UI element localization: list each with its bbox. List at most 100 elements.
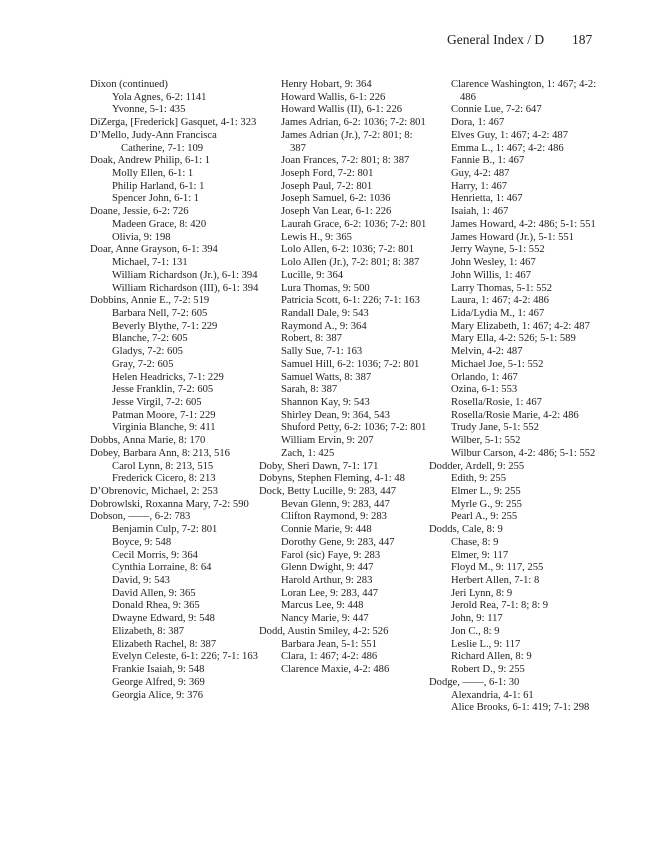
index-subentry: Richard Allen, 8: 9 <box>451 651 532 663</box>
index-subentry: Gray, 7-2: 605 <box>112 358 174 370</box>
index-subentry: Alexandria, 4-1: 61 <box>451 689 534 701</box>
index-subentry: Dorothy Gene, 9: 283, 447 <box>281 536 395 548</box>
index-subentry: Melvin, 4-2: 487 <box>451 346 523 358</box>
index-subentry: Cynthia Lorraine, 8: 64 <box>112 562 212 574</box>
index-subentry: Howard Wallis (II), 6-1: 226 <box>281 104 403 116</box>
index-subentry: Connie Lue, 7-2: 647 <box>451 104 542 116</box>
index-subentry: John Willis, 1: 467 <box>451 269 532 281</box>
index-entry: Dobyns, Stephen Fleming, 4-1: 48 <box>259 473 405 485</box>
index-entry: DiZerga, [Frederick] Gasquet, 4-1: 323 <box>90 117 257 129</box>
index-subentry: Sarah, 8: 387 <box>281 384 338 396</box>
index-subentry: Larry Thomas, 5-1: 552 <box>451 282 553 294</box>
index-subentry: Jerry Wayne, 5-1: 552 <box>451 244 545 256</box>
index-subentry: Isaiah, 1: 467 <box>451 206 509 218</box>
index-subentry: James Adrian, 6-2: 1036; 7-2: 801 <box>281 117 426 129</box>
index-column-1: Dixon (continued) Yola Agnes, 6-2: 1141 Yv… <box>90 79 262 702</box>
index-subentry: Michael, 7-1: 131 <box>112 257 188 269</box>
index-subentry: Dwayne Edward, 9: 548 <box>112 613 215 625</box>
index-entry: Dobbs, Anna Marie, 8: 170 <box>90 435 206 447</box>
index-subentry: Wilber, 5-1: 552 <box>451 435 521 447</box>
index-entry: Doby, Sheri Dawn, 7-1: 171 <box>259 460 379 472</box>
index-subentry: Loran Lee, 9: 283, 447 <box>281 587 379 599</box>
index-subentry: Carol Lynn, 8: 213, 515 <box>112 460 214 472</box>
index-subentry: Zach, 1: 425 <box>281 447 335 459</box>
index-subentry: Laura, 1: 467; 4-2: 486 <box>451 295 549 307</box>
index-entry: Dixon (continued) <box>90 79 168 90</box>
index-subentry: Lolo Allen (Jr.), 7-2: 801; 8: 387 <box>281 257 420 269</box>
index-subentry: Rosella/Rosie, 1: 467 <box>451 396 542 408</box>
index-subentry: Elizabeth Rachel, 8: 387 <box>112 638 217 650</box>
index-subentry: Beverly Blythe, 7-1: 229 <box>112 320 218 332</box>
index-subentry: Clifton Raymond, 9: 283 <box>281 511 387 523</box>
index-subentry: David Allen, 9: 365 <box>112 587 196 599</box>
index-subentry: Shirley Dean, 9: 364, 543 <box>281 409 390 421</box>
index-subentry: Elmer L., 9: 255 <box>451 486 521 497</box>
index-subentry: Jesse Virgil, 7-2: 605 <box>112 396 202 408</box>
index-subentry: Henrietta, 1: 467 <box>451 193 523 205</box>
index-subentry: Lolo Allen, 6-2: 1036; 7-2: 801 <box>281 244 415 256</box>
index-subentry: Elves Guy, 1: 467; 4-2: 487 <box>451 129 569 141</box>
index-subentry: Howard Wallis, 6-1: 226 <box>281 91 386 103</box>
index-entry: Dodd, Austin Smiley, 4-2: 526 <box>259 625 389 637</box>
index-subentry: Virginia Blanche, 9: 411 <box>112 422 216 434</box>
index-subentry: Joseph Van Lear, 6-1: 226 <box>281 206 392 218</box>
index-subentry: Randall Dale, 9: 543 <box>281 307 369 319</box>
index-subentry: Jesse Franklin, 7-2: 605 <box>112 384 214 396</box>
index-subentry: Guy, 4-2: 487 <box>451 168 510 180</box>
index-column-2: Henry Hobart, 9: 364 Howard Wallis, 6-1: … <box>259 79 431 677</box>
index-entry: Dodge, ——, 6-1: 30 <box>429 676 520 688</box>
index-entry: Doak, Andrew Philip, 6-1: 1 <box>90 155 211 167</box>
index-subentry: Spencer John, 6-1: 1 <box>112 193 200 205</box>
running-header-title: General Index / D <box>447 32 545 47</box>
index-subentry: Lida/Lydia M., 1: 467 <box>451 307 545 319</box>
index-entry: Dobrowlski, Roxanna Mary, 7-2: 590 <box>90 498 249 510</box>
index-subentry: Cecil Morris, 9: 364 <box>112 549 198 561</box>
index-subentry: Molly Ellen, 6-1: 1 <box>112 168 194 180</box>
index-subentry: Robert D., 9: 255 <box>451 664 525 676</box>
index-subentry: Barbara Nell, 7-2: 605 <box>112 307 208 319</box>
index-subentry: Harry, 1: 467 <box>451 180 508 192</box>
index-subentry: Lucille, 9: 364 <box>281 269 344 281</box>
index-subentry: Benjamin Culp, 7-2: 801 <box>112 524 218 536</box>
index-subentry: Pearl A., 9: 255 <box>451 511 518 523</box>
index-subentry: Yvonne, 5-1: 435 <box>112 104 186 116</box>
index-subentry: Mary Ella, 4-2: 526; 5-1: 589 <box>451 333 576 345</box>
index-subentry: William Ervin, 9: 207 <box>281 435 374 447</box>
index-subentry: Boyce, 9: 548 <box>112 536 172 548</box>
index-subentry: Yola Agnes, 6-2: 1141 <box>112 91 207 103</box>
index-subentry: Floyd M., 9: 117, 255 <box>451 562 544 574</box>
index-subentry: Trudy Jane, 5-1: 552 <box>451 422 539 434</box>
index-subentry: Joan Frances, 7-2: 801; 8: 387 <box>281 155 410 167</box>
index-entry: Dobey, Barbara Ann, 8: 213, 516 <box>90 447 230 459</box>
index-subentry: Joseph Samuel, 6-2: 1036 <box>281 193 391 205</box>
index-subentry: John, 9: 117 <box>451 613 503 625</box>
index-entry: D’Obrenovic, Michael, 2: 253 <box>90 486 218 497</box>
index-subentry: Evelyn Celeste, 6-1: 226; 7-1: 163 <box>112 651 258 663</box>
index-subentry: William Richardson (Jr.), 6-1: 394 <box>112 269 258 281</box>
index-subentry: Harold Arthur, 9: 283 <box>281 575 373 587</box>
index-subentry: Robert, 8: 387 <box>281 333 342 345</box>
index-subentry: Jeri Lynn, 8: 9 <box>451 587 513 599</box>
index-subentry: Orlando, 1: 467 <box>451 371 518 383</box>
index-subentry: Herbert Allen, 7-1: 8 <box>451 575 540 587</box>
index-subentry: Frankie Isaiah, 9: 548 <box>112 664 205 676</box>
index-entry: Dobbins, Annie E., 7-2: 519 <box>90 295 210 307</box>
index-subentry: Clarence Maxie, 4-2: 486 <box>281 664 390 676</box>
index-subentry: Farol (sic) Faye, 9: 283 <box>281 549 381 561</box>
index-subentry: Marcus Lee, 9: 448 <box>281 600 364 612</box>
index-subentry: Frederick Cicero, 8: 213 <box>112 473 216 485</box>
index-subentry: Shannon Kay, 9: 543 <box>281 396 370 408</box>
index-subentry: James Adrian (Jr.), 7-2: 801; 8: 387 <box>281 129 413 154</box>
index-subentry: Patricia Scott, 6-1: 226; 7-1: 163 <box>281 295 420 307</box>
index-subentry: Nancy Marie, 9: 447 <box>281 613 369 625</box>
index-subentry: Joseph Paul, 7-2: 801 <box>281 180 373 192</box>
index-column-3: Clarence Washington, 1: 467; 4-2: 486 Con… <box>429 79 609 715</box>
index-subentry: Michael Joe, 5-1: 552 <box>451 358 544 370</box>
index-subentry: Alice Brooks, 6-1: 419; 7-1: 298 <box>451 702 590 714</box>
index-subentry: Connie Marie, 9: 448 <box>281 524 372 536</box>
index-subentry: Chase, 8: 9 <box>451 536 499 548</box>
index-subentry: William Richardson (III), 6-1: 394 <box>112 282 259 294</box>
index-subentry: Olivia, 9: 198 <box>112 231 171 243</box>
index-subentry: Emma L., 1: 467; 4-2: 486 <box>451 142 564 154</box>
index-subentry: Henry Hobart, 9: 364 <box>281 79 372 90</box>
